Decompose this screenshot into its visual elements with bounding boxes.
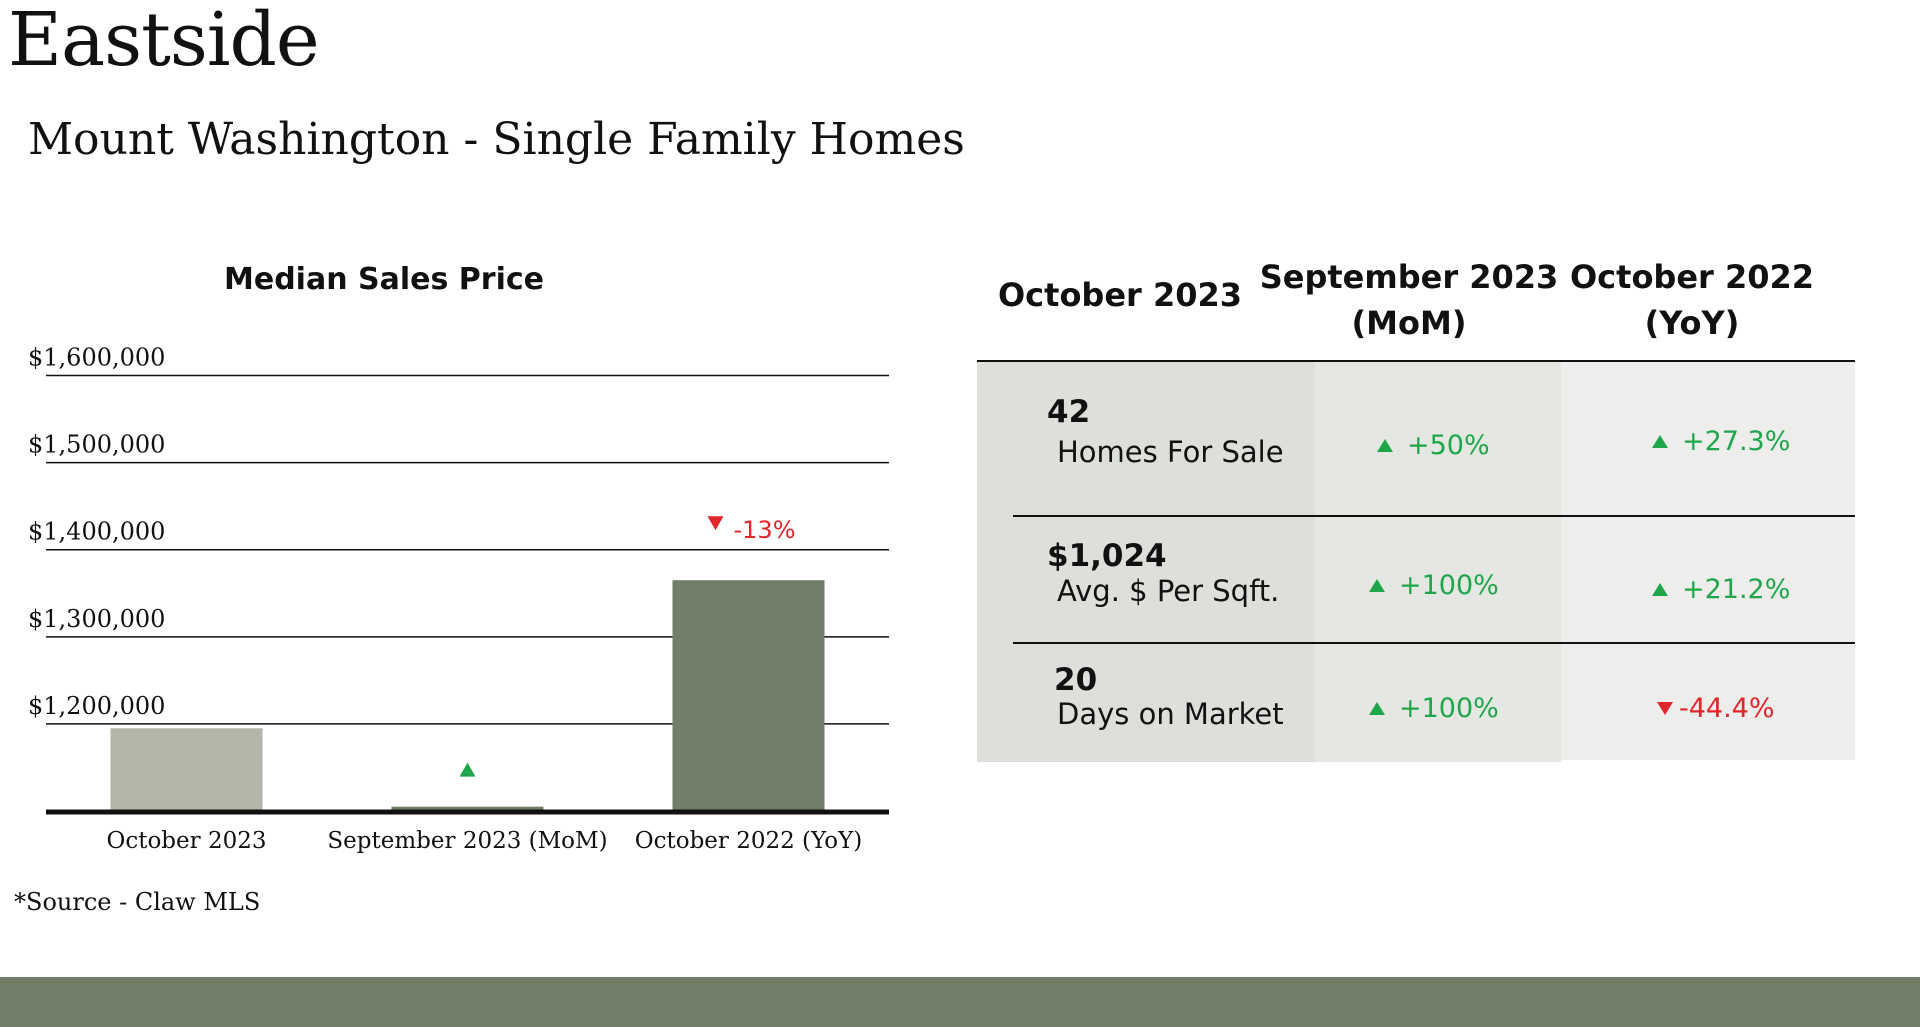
x-tick-label: October 2022 (YoY) [635, 828, 862, 854]
col-current-bg [977, 362, 1315, 762]
metric-label-avg-price-per-sqft: Avg. $ Per Sqft. [1057, 574, 1280, 608]
mom-change-avg-price-per-sqft: +100% [1369, 570, 1499, 601]
triangle-up-icon [1377, 439, 1393, 452]
yoy-change-days-on-market: -44.4% [1657, 693, 1775, 724]
annotation-label: -13% [734, 516, 796, 544]
median-sales-price-chart: $1,200,000 $1,300,000 $1,400,000 $1,500,000… [28, 344, 889, 854]
header-current: October 2023 [997, 276, 1243, 314]
triangle-down-icon [707, 516, 724, 531]
header-mom: September 2023 (MoM) [1259, 258, 1559, 343]
bar-1 [110, 728, 263, 811]
footer-bar [0, 977, 1920, 1027]
y-tick-label: $1,600,000 [28, 344, 165, 372]
page-subtitle: Mount Washington - Single Family Homes [28, 114, 965, 165]
y-tick-label: $1,200,000 [28, 692, 165, 720]
triangle-up-icon [1369, 702, 1385, 715]
yoy-change-text: -44.4% [1679, 693, 1775, 724]
yoy-change-homes-for-sale: +27.3% [1652, 426, 1790, 457]
y-tick-label: $1,300,000 [28, 605, 165, 633]
row-divider [1013, 515, 1855, 517]
page-title: Eastside [8, 0, 320, 83]
metric-label-homes-for-sale: Homes For Sale [1057, 435, 1284, 469]
header-yoy: October 2022 (YoY) [1569, 258, 1815, 343]
metric-value-avg-price-per-sqft: $1,024 [1047, 538, 1167, 574]
yoy-change-text: +27.3% [1682, 426, 1791, 457]
source-note: *Source - Claw MLS [14, 888, 261, 916]
metrics-table: October 2023 September 2023 (MoM) Octobe… [977, 250, 1855, 765]
bar-3 [672, 580, 825, 811]
mom-change-days-on-market: +100% [1369, 693, 1499, 724]
metric-value-days-on-market: 20 [1054, 662, 1098, 698]
x-tick-label: October 2023 [106, 828, 266, 854]
row-divider [1013, 642, 1855, 644]
mom-change-text: +50% [1407, 430, 1490, 461]
mom-change-text: +100% [1399, 570, 1499, 601]
metric-label-days-on-market: Days on Market [1057, 697, 1284, 731]
triangle-up-icon [1652, 583, 1668, 596]
triangle-down-icon [1657, 702, 1673, 715]
x-tick-label: September 2023 (MoM) [327, 828, 607, 854]
col-mom-bg [1315, 362, 1561, 762]
yoy-change-avg-price-per-sqft: +21.2% [1652, 574, 1790, 605]
header-divider [977, 360, 1855, 362]
col-yoy-bg [1561, 362, 1855, 760]
bar-2 [391, 806, 544, 811]
triangle-up-icon [1652, 435, 1668, 448]
triangle-up-icon [1369, 579, 1385, 592]
triangle-up-icon [459, 762, 476, 777]
y-tick-label: $1,500,000 [28, 431, 165, 459]
y-tick-label: $1,400,000 [28, 518, 165, 546]
chart-title: Median Sales Price [224, 262, 544, 297]
mom-change-homes-for-sale: +50% [1377, 430, 1490, 461]
metric-value-homes-for-sale: 42 [1047, 394, 1091, 430]
yoy-change-text: +21.2% [1682, 574, 1791, 605]
mom-change-text: +100% [1399, 693, 1499, 724]
